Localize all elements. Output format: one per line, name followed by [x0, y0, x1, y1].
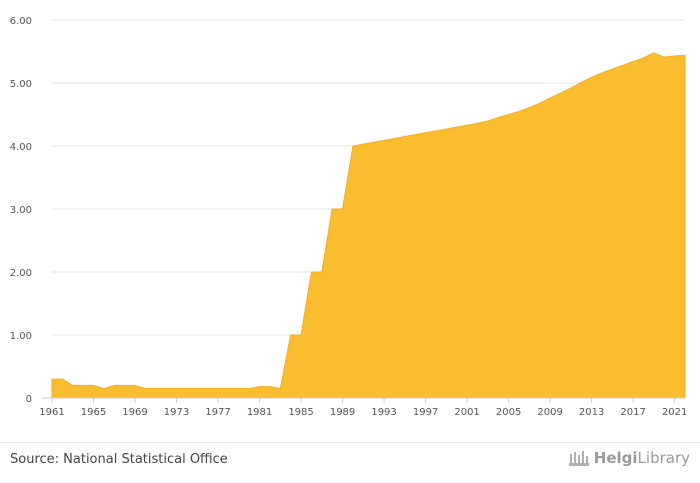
x-tick-label: 2009	[537, 407, 562, 418]
source-note: Source: National Statistical Office	[10, 452, 228, 467]
x-tick-label: 2005	[496, 407, 521, 418]
y-tick-label: 1.00	[10, 331, 32, 342]
area-chart: 0 1.00 2.00 3.00 4.00 5.00 6.00 1961 1965 1969 197…	[10, 16, 688, 418]
footer: Source: National Statistical Office Helg…	[0, 442, 700, 483]
brand-name-part2: Library	[637, 449, 690, 467]
x-tick-label: 2017	[620, 407, 645, 418]
x-tick-label: 1989	[330, 407, 355, 418]
area-series	[51, 52, 686, 399]
x-tick-label: 1985	[288, 407, 313, 418]
x-tick-label: 2021	[662, 407, 687, 418]
y-tick-label: 4.00	[10, 142, 32, 153]
y-tick-label: 2.00	[10, 268, 32, 279]
x-tick-label: 2013	[579, 407, 604, 418]
x-tick-label: 1997	[413, 407, 438, 418]
y-tick-label: 5.00	[10, 79, 32, 90]
y-tick-label: 3.00	[10, 205, 32, 216]
x-tick-label: 1969	[122, 407, 147, 418]
y-tick-label: 0	[26, 394, 32, 405]
x-tick-label: 2001	[454, 407, 479, 418]
brand-name-part1: Helgi	[593, 449, 638, 467]
x-tick-label: 1977	[205, 407, 230, 418]
library-icon	[568, 451, 589, 466]
axes: 0 1.00 2.00 3.00 4.00 5.00 6.00 1961 1965 1969 197…	[10, 16, 688, 418]
x-tick-label: 1961	[39, 407, 64, 418]
x-tick-label: 1993	[371, 407, 396, 418]
x-tick-label: 1965	[81, 407, 106, 418]
y-tick-label: 6.00	[10, 16, 32, 27]
x-tick-label: 1981	[247, 407, 272, 418]
brand-logo: Helgi Library	[568, 449, 690, 467]
area-fill	[51, 52, 686, 399]
x-tick-label: 1973	[164, 407, 189, 418]
